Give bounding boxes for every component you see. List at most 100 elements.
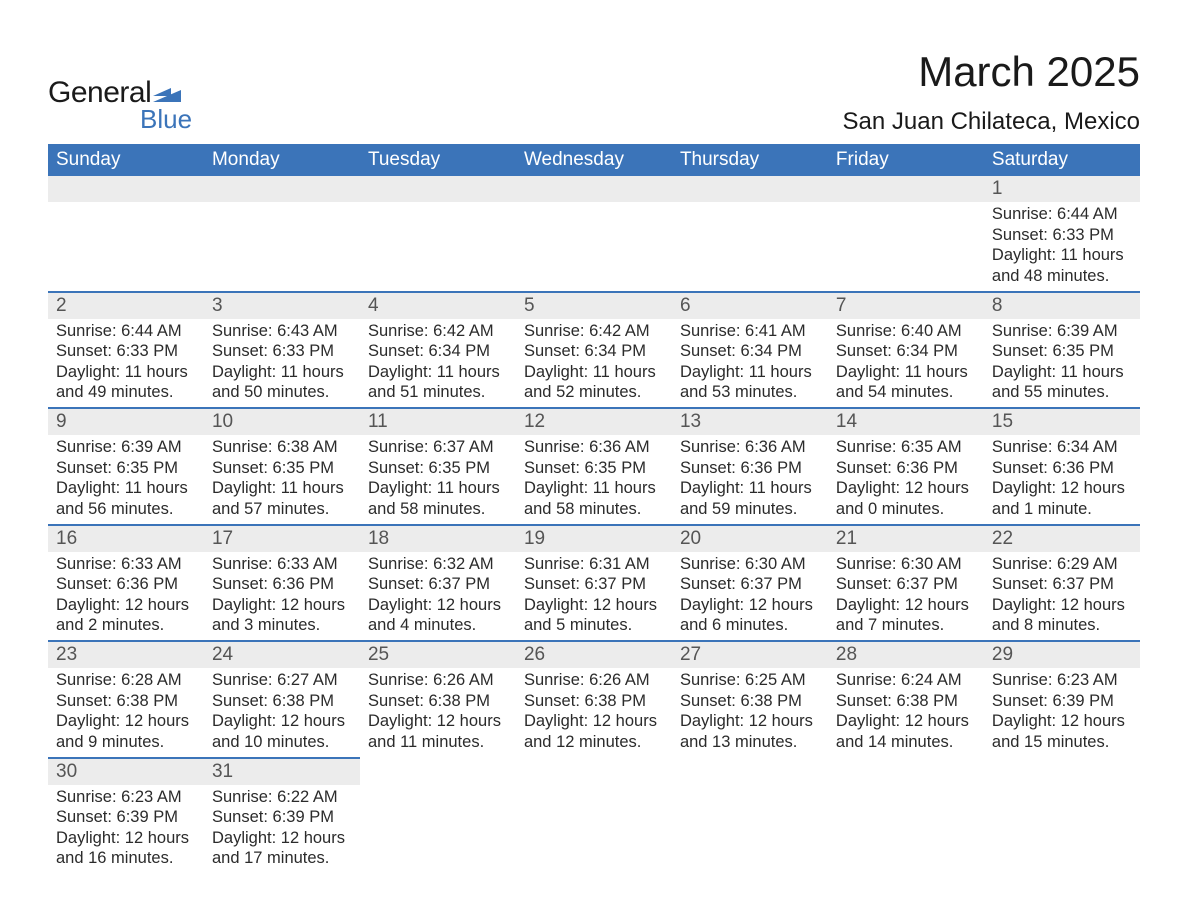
calendar-cell: 21Sunrise: 6:30 AMSunset: 6:37 PMDayligh… xyxy=(828,525,984,642)
sunrise-line: Sunrise: 6:28 AM xyxy=(56,670,204,691)
calendar-week-row: 2Sunrise: 6:44 AMSunset: 6:33 PMDaylight… xyxy=(48,292,1140,409)
title-block: March 2025 San Juan Chilateca, Mexico xyxy=(843,48,1141,136)
calendar-cell: 5Sunrise: 6:42 AMSunset: 6:34 PMDaylight… xyxy=(516,292,672,409)
sunset-line: Sunset: 6:38 PM xyxy=(56,691,204,712)
day-details: Sunrise: 6:37 AMSunset: 6:35 PMDaylight:… xyxy=(360,435,516,524)
day-number xyxy=(984,758,1140,784)
day-number: 22 xyxy=(984,526,1140,552)
weekday-header: Thursday xyxy=(672,144,828,176)
day-details: Sunrise: 6:38 AMSunset: 6:35 PMDaylight:… xyxy=(204,435,360,524)
day-number: 3 xyxy=(204,293,360,319)
sunrise-line: Sunrise: 6:29 AM xyxy=(992,554,1140,575)
day-number xyxy=(360,176,516,202)
day-number: 17 xyxy=(204,526,360,552)
sunrise-line: Sunrise: 6:36 AM xyxy=(524,437,672,458)
day-number xyxy=(672,176,828,202)
sunrise-line: Sunrise: 6:38 AM xyxy=(212,437,360,458)
day-details: Sunrise: 6:44 AMSunset: 6:33 PMDaylight:… xyxy=(984,202,1140,291)
weekday-header: Friday xyxy=(828,144,984,176)
day-number: 31 xyxy=(204,759,360,785)
calendar-week-row: 23Sunrise: 6:28 AMSunset: 6:38 PMDayligh… xyxy=(48,641,1140,758)
calendar-cell: 26Sunrise: 6:26 AMSunset: 6:38 PMDayligh… xyxy=(516,641,672,758)
day-details: Sunrise: 6:36 AMSunset: 6:35 PMDaylight:… xyxy=(516,435,672,524)
calendar-week-row: 30Sunrise: 6:23 AMSunset: 6:39 PMDayligh… xyxy=(48,758,1140,874)
sunset-line: Sunset: 6:36 PM xyxy=(212,574,360,595)
sunrise-line: Sunrise: 6:33 AM xyxy=(212,554,360,575)
calendar-cell xyxy=(48,176,204,292)
calendar-cell xyxy=(204,176,360,292)
sunset-line: Sunset: 6:35 PM xyxy=(992,341,1140,362)
day-number: 2 xyxy=(48,293,204,319)
calendar-cell xyxy=(516,758,672,874)
day-details: Sunrise: 6:31 AMSunset: 6:37 PMDaylight:… xyxy=(516,552,672,641)
day-number: 21 xyxy=(828,526,984,552)
logo: General Blue xyxy=(48,76,192,135)
sunrise-line: Sunrise: 6:44 AM xyxy=(992,204,1140,225)
sunrise-line: Sunrise: 6:31 AM xyxy=(524,554,672,575)
day-number: 25 xyxy=(360,642,516,668)
day-number: 14 xyxy=(828,409,984,435)
day-details: Sunrise: 6:33 AMSunset: 6:36 PMDaylight:… xyxy=(48,552,204,641)
sunset-line: Sunset: 6:36 PM xyxy=(836,458,984,479)
calendar-week-row: 1Sunrise: 6:44 AMSunset: 6:33 PMDaylight… xyxy=(48,176,1140,292)
weekday-header-row: Sunday Monday Tuesday Wednesday Thursday… xyxy=(48,144,1140,176)
sunset-line: Sunset: 6:38 PM xyxy=(212,691,360,712)
sunset-line: Sunset: 6:37 PM xyxy=(836,574,984,595)
calendar-cell: 18Sunrise: 6:32 AMSunset: 6:37 PMDayligh… xyxy=(360,525,516,642)
weekday-header: Sunday xyxy=(48,144,204,176)
day-number xyxy=(672,758,828,784)
daylight-line: Daylight: 12 hours and 11 minutes. xyxy=(368,711,516,752)
day-details: Sunrise: 6:40 AMSunset: 6:34 PMDaylight:… xyxy=(828,319,984,408)
calendar-cell: 2Sunrise: 6:44 AMSunset: 6:33 PMDaylight… xyxy=(48,292,204,409)
daylight-line: Daylight: 12 hours and 4 minutes. xyxy=(368,595,516,636)
day-number: 12 xyxy=(516,409,672,435)
sunrise-line: Sunrise: 6:32 AM xyxy=(368,554,516,575)
calendar-cell: 22Sunrise: 6:29 AMSunset: 6:37 PMDayligh… xyxy=(984,525,1140,642)
sunset-line: Sunset: 6:39 PM xyxy=(56,807,204,828)
day-details: Sunrise: 6:22 AMSunset: 6:39 PMDaylight:… xyxy=(204,785,360,874)
daylight-line: Daylight: 12 hours and 2 minutes. xyxy=(56,595,204,636)
sunrise-line: Sunrise: 6:24 AM xyxy=(836,670,984,691)
sunset-line: Sunset: 6:37 PM xyxy=(524,574,672,595)
daylight-line: Daylight: 12 hours and 16 minutes. xyxy=(56,828,204,869)
calendar-cell: 19Sunrise: 6:31 AMSunset: 6:37 PMDayligh… xyxy=(516,525,672,642)
day-number: 20 xyxy=(672,526,828,552)
calendar-week-row: 16Sunrise: 6:33 AMSunset: 6:36 PMDayligh… xyxy=(48,525,1140,642)
daylight-line: Daylight: 11 hours and 56 minutes. xyxy=(56,478,204,519)
sunrise-line: Sunrise: 6:22 AM xyxy=(212,787,360,808)
daylight-line: Daylight: 11 hours and 48 minutes. xyxy=(992,245,1140,286)
calendar-cell: 15Sunrise: 6:34 AMSunset: 6:36 PMDayligh… xyxy=(984,408,1140,525)
daylight-line: Daylight: 11 hours and 52 minutes. xyxy=(524,362,672,403)
day-number: 23 xyxy=(48,642,204,668)
sunrise-line: Sunrise: 6:23 AM xyxy=(992,670,1140,691)
day-details: Sunrise: 6:42 AMSunset: 6:34 PMDaylight:… xyxy=(516,319,672,408)
calendar-cell: 11Sunrise: 6:37 AMSunset: 6:35 PMDayligh… xyxy=(360,408,516,525)
sunset-line: Sunset: 6:35 PM xyxy=(56,458,204,479)
daylight-line: Daylight: 12 hours and 8 minutes. xyxy=(992,595,1140,636)
calendar-cell xyxy=(828,758,984,874)
sunset-line: Sunset: 6:34 PM xyxy=(368,341,516,362)
day-number: 4 xyxy=(360,293,516,319)
day-details: Sunrise: 6:28 AMSunset: 6:38 PMDaylight:… xyxy=(48,668,204,757)
calendar-cell xyxy=(672,758,828,874)
day-number xyxy=(828,176,984,202)
daylight-line: Daylight: 12 hours and 15 minutes. xyxy=(992,711,1140,752)
day-number xyxy=(204,176,360,202)
calendar-cell xyxy=(672,176,828,292)
daylight-line: Daylight: 12 hours and 12 minutes. xyxy=(524,711,672,752)
day-details: Sunrise: 6:34 AMSunset: 6:36 PMDaylight:… xyxy=(984,435,1140,524)
logo-text-blue: Blue xyxy=(140,104,192,135)
sunset-line: Sunset: 6:36 PM xyxy=(680,458,828,479)
sunset-line: Sunset: 6:39 PM xyxy=(212,807,360,828)
day-number xyxy=(516,758,672,784)
calendar-cell xyxy=(984,758,1140,874)
sunrise-line: Sunrise: 6:26 AM xyxy=(524,670,672,691)
sunrise-line: Sunrise: 6:25 AM xyxy=(680,670,828,691)
daylight-line: Daylight: 12 hours and 7 minutes. xyxy=(836,595,984,636)
logo-text-general: General xyxy=(48,76,151,110)
sunset-line: Sunset: 6:36 PM xyxy=(56,574,204,595)
sunrise-line: Sunrise: 6:43 AM xyxy=(212,321,360,342)
daylight-line: Daylight: 11 hours and 53 minutes. xyxy=(680,362,828,403)
calendar-cell xyxy=(360,176,516,292)
calendar-cell: 20Sunrise: 6:30 AMSunset: 6:37 PMDayligh… xyxy=(672,525,828,642)
